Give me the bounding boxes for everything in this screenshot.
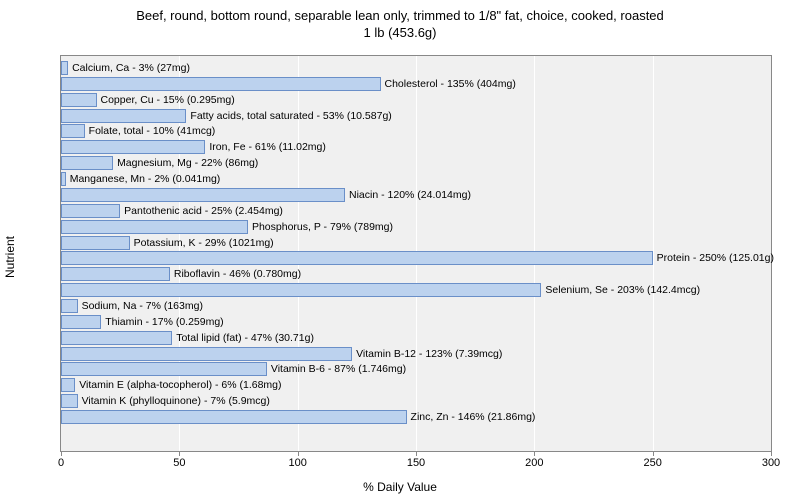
nutrient-bar	[61, 315, 101, 329]
bar-row: Total lipid (fat) - 47% (30.71g)	[61, 331, 771, 345]
nutrient-bar	[61, 220, 248, 234]
x-tick-label: 150	[407, 457, 425, 469]
x-tick-label: 250	[643, 457, 661, 469]
x-tick	[416, 451, 417, 456]
nutrient-bar	[61, 394, 78, 408]
bar-row: Pantothenic acid - 25% (2.454mg)	[61, 204, 771, 218]
bar-row: Phosphorus, P - 79% (789mg)	[61, 220, 771, 234]
x-axis-label: % Daily Value	[363, 480, 437, 494]
nutrition-chart: Beef, round, bottom round, separable lea…	[0, 0, 800, 500]
bar-row: Copper, Cu - 15% (0.295mg)	[61, 93, 771, 107]
nutrient-label: Calcium, Ca - 3% (27mg)	[72, 63, 190, 74]
title-line-1: Beef, round, bottom round, separable lea…	[136, 8, 664, 23]
nutrient-label: Zinc, Zn - 146% (21.86mg)	[411, 412, 536, 423]
nutrient-label: Niacin - 120% (24.014mg)	[349, 190, 471, 201]
x-tick-label: 50	[173, 457, 185, 469]
nutrient-bar	[61, 204, 120, 218]
bar-row: Sodium, Na - 7% (163mg)	[61, 299, 771, 313]
nutrient-label: Magnesium, Mg - 22% (86mg)	[117, 158, 258, 169]
chart-title: Beef, round, bottom round, separable lea…	[0, 0, 800, 42]
bar-row: Protein - 250% (125.01g)	[61, 251, 771, 265]
nutrient-label: Iron, Fe - 61% (11.02mg)	[209, 142, 326, 153]
bar-row: Calcium, Ca - 3% (27mg)	[61, 61, 771, 75]
bar-row: Fatty acids, total saturated - 53% (10.5…	[61, 109, 771, 123]
nutrient-label: Vitamin B-6 - 87% (1.746mg)	[271, 364, 406, 375]
nutrient-bar	[61, 172, 66, 186]
nutrient-bar	[61, 299, 78, 313]
nutrient-bar	[61, 77, 381, 91]
y-axis-label: Nutrient	[3, 236, 17, 278]
bar-row: Magnesium, Mg - 22% (86mg)	[61, 156, 771, 170]
bar-row: Selenium, Se - 203% (142.4mcg)	[61, 283, 771, 297]
nutrient-label: Manganese, Mn - 2% (0.041mg)	[70, 174, 221, 185]
bar-row: Cholesterol - 135% (404mg)	[61, 77, 771, 91]
nutrient-label: Folate, total - 10% (41mcg)	[89, 126, 216, 137]
x-tick	[61, 451, 62, 456]
x-tick	[534, 451, 535, 456]
nutrient-label: Copper, Cu - 15% (0.295mg)	[101, 94, 235, 105]
nutrient-bar	[61, 347, 352, 361]
nutrient-bar	[61, 236, 130, 250]
x-tick-label: 300	[762, 457, 780, 469]
bar-row: Folate, total - 10% (41mcg)	[61, 124, 771, 138]
nutrient-bar	[61, 156, 113, 170]
nutrient-label: Riboflavin - 46% (0.780mg)	[174, 269, 301, 280]
nutrient-label: Potassium, K - 29% (1021mg)	[134, 237, 274, 248]
x-tick	[653, 451, 654, 456]
x-tick-label: 200	[525, 457, 543, 469]
bar-row: Manganese, Mn - 2% (0.041mg)	[61, 172, 771, 186]
nutrient-bar	[61, 124, 85, 138]
nutrient-label: Vitamin B-12 - 123% (7.39mcg)	[356, 348, 502, 359]
nutrient-label: Selenium, Se - 203% (142.4mcg)	[545, 285, 700, 296]
nutrient-label: Vitamin E (alpha-tocopherol) - 6% (1.68m…	[79, 380, 281, 391]
nutrient-bar	[61, 251, 653, 265]
bar-row: Zinc, Zn - 146% (21.86mg)	[61, 410, 771, 424]
nutrient-bar	[61, 61, 68, 75]
plot-area: 050100150200250300Calcium, Ca - 3% (27mg…	[60, 55, 772, 452]
nutrient-label: Cholesterol - 135% (404mg)	[385, 79, 516, 90]
x-tick	[771, 451, 772, 456]
bar-row: Vitamin K (phylloquinone) - 7% (5.9mcg)	[61, 394, 771, 408]
nutrient-label: Protein - 250% (125.01g)	[657, 253, 774, 264]
nutrient-label: Thiamin - 17% (0.259mg)	[105, 317, 223, 328]
bar-row: Iron, Fe - 61% (11.02mg)	[61, 140, 771, 154]
bar-row: Potassium, K - 29% (1021mg)	[61, 236, 771, 250]
title-line-2: 1 lb (453.6g)	[364, 25, 437, 40]
nutrient-bar	[61, 410, 407, 424]
nutrient-bar	[61, 362, 267, 376]
nutrient-bar	[61, 140, 205, 154]
x-tick-label: 0	[58, 457, 64, 469]
bar-row: Vitamin B-6 - 87% (1.746mg)	[61, 362, 771, 376]
bar-row: Riboflavin - 46% (0.780mg)	[61, 267, 771, 281]
bar-row: Niacin - 120% (24.014mg)	[61, 188, 771, 202]
nutrient-label: Fatty acids, total saturated - 53% (10.5…	[190, 110, 391, 121]
nutrient-label: Sodium, Na - 7% (163mg)	[82, 301, 203, 312]
bar-row: Vitamin E (alpha-tocopherol) - 6% (1.68m…	[61, 378, 771, 392]
bar-row: Vitamin B-12 - 123% (7.39mcg)	[61, 347, 771, 361]
nutrient-label: Vitamin K (phylloquinone) - 7% (5.9mcg)	[82, 396, 270, 407]
nutrient-bar	[61, 93, 97, 107]
x-tick	[179, 451, 180, 456]
x-tick-label: 100	[288, 457, 306, 469]
nutrient-label: Phosphorus, P - 79% (789mg)	[252, 221, 393, 232]
nutrient-label: Total lipid (fat) - 47% (30.71g)	[176, 332, 314, 343]
x-tick	[298, 451, 299, 456]
nutrient-bar	[61, 109, 186, 123]
bar-row: Thiamin - 17% (0.259mg)	[61, 315, 771, 329]
nutrient-bar	[61, 188, 345, 202]
nutrient-label: Pantothenic acid - 25% (2.454mg)	[124, 206, 283, 217]
nutrient-bar	[61, 331, 172, 345]
nutrient-bar	[61, 378, 75, 392]
nutrient-bar	[61, 267, 170, 281]
nutrient-bar	[61, 283, 541, 297]
